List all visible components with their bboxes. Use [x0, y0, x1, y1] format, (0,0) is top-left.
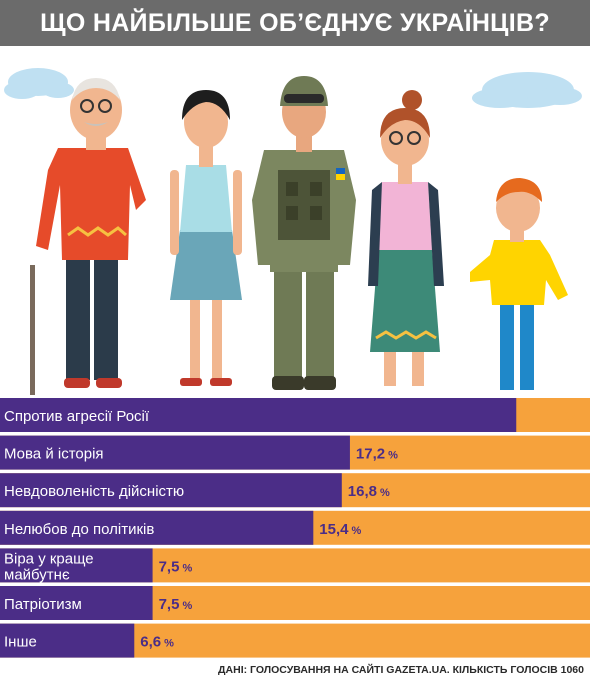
value-label: 7,5 %: [159, 596, 193, 613]
category-label: Віра у краще майбутнє: [4, 550, 94, 583]
category-label: Нелюбов до політиків: [4, 521, 154, 538]
value-label: 16,8 %: [348, 483, 390, 500]
bar: [0, 623, 135, 658]
chart-title: ЩО НАЙБІЛЬШЕ ОБ’ЄДНУЄ УКРАЇНЦІВ?: [0, 0, 590, 46]
grandmother-figure: [368, 90, 444, 386]
bar: [0, 398, 517, 432]
bar: [0, 473, 342, 508]
soldier-figure: [252, 76, 356, 390]
bar: [0, 548, 153, 583]
woman-figure: [170, 90, 242, 386]
cloud-right-icon: [472, 72, 582, 108]
category-label: Мова й історія: [4, 446, 104, 463]
bar: [0, 586, 153, 620]
category-label: Інше: [4, 634, 37, 651]
category-label: Патріотизм: [4, 596, 82, 613]
category-label: Невдоволеність дійсністю: [4, 483, 184, 500]
grandfather-figure: [30, 78, 146, 395]
family-illustration: [4, 68, 582, 395]
boy-figure: [470, 178, 568, 390]
bar: [0, 510, 314, 545]
category-label: Спротив агресії Росії: [4, 408, 150, 425]
cloud-left-icon: [4, 68, 74, 99]
value-label: 29 %: [528, 400, 580, 431]
bar-chart: Спротив агресії Росії 29 % Мова й історія 1…: [0, 398, 590, 658]
value-label: 17,2 %: [356, 446, 398, 463]
value-label: 15,4 %: [319, 521, 361, 538]
value-label: 7,5 %: [159, 558, 193, 575]
value-label: 6,6 %: [140, 634, 174, 651]
source-note: ДАНІ: ГОЛОСУВАННЯ НА САЙТІ GAZETA.UA. КІ…: [218, 664, 584, 676]
bar: [0, 435, 350, 470]
